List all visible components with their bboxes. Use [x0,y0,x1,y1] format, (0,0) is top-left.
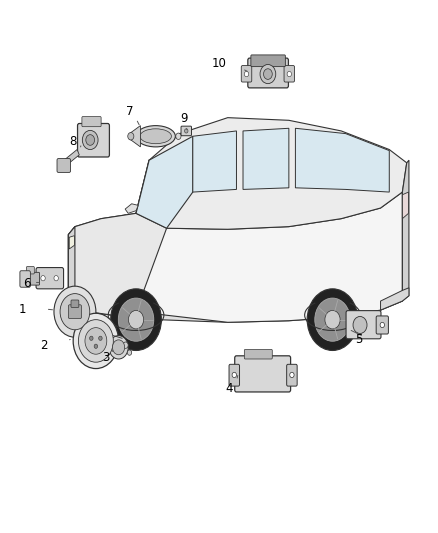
FancyBboxPatch shape [57,159,71,172]
Polygon shape [193,131,237,192]
Circle shape [176,133,181,140]
Circle shape [264,69,272,79]
FancyBboxPatch shape [181,126,191,136]
Circle shape [380,322,385,328]
Circle shape [287,71,291,77]
Circle shape [54,276,58,281]
Polygon shape [68,296,88,313]
Circle shape [184,129,188,133]
Text: 5: 5 [355,333,362,346]
FancyBboxPatch shape [244,350,272,359]
Polygon shape [68,213,136,316]
Polygon shape [68,227,75,304]
Polygon shape [136,136,193,228]
Circle shape [60,294,90,330]
Circle shape [78,320,113,362]
FancyBboxPatch shape [82,117,101,127]
Polygon shape [68,290,403,322]
Circle shape [85,328,107,354]
Circle shape [109,336,128,359]
Text: 9: 9 [180,112,188,125]
FancyBboxPatch shape [284,66,294,82]
FancyBboxPatch shape [26,266,34,274]
Circle shape [307,289,358,351]
Text: 10: 10 [212,57,226,70]
Circle shape [353,317,367,334]
Polygon shape [136,192,403,322]
Text: 8: 8 [69,134,76,148]
Circle shape [232,372,237,377]
Circle shape [86,135,95,146]
Circle shape [118,298,154,341]
Polygon shape [381,288,409,310]
FancyBboxPatch shape [251,55,286,67]
Circle shape [128,133,134,140]
FancyBboxPatch shape [68,305,81,319]
Circle shape [260,64,276,84]
Text: 3: 3 [102,351,110,365]
Circle shape [244,71,249,77]
Polygon shape [125,204,138,213]
Circle shape [127,350,132,356]
FancyBboxPatch shape [248,58,288,88]
FancyBboxPatch shape [29,272,39,285]
Text: 1: 1 [19,303,26,316]
FancyBboxPatch shape [20,271,30,287]
Circle shape [290,372,294,377]
Circle shape [41,276,45,281]
Circle shape [90,336,93,341]
Circle shape [73,313,119,368]
Circle shape [123,342,128,349]
FancyBboxPatch shape [71,300,79,308]
FancyBboxPatch shape [36,268,64,289]
FancyBboxPatch shape [287,365,297,386]
Polygon shape [295,128,389,192]
Polygon shape [68,213,166,316]
FancyBboxPatch shape [241,66,252,82]
Ellipse shape [136,126,175,147]
Text: 4: 4 [226,382,233,395]
Ellipse shape [140,129,171,144]
Text: 2: 2 [41,338,48,352]
Text: 7: 7 [126,105,134,118]
Circle shape [111,289,161,351]
Polygon shape [136,118,407,229]
Circle shape [54,286,96,337]
Circle shape [113,340,125,355]
Polygon shape [403,160,409,301]
Text: 6: 6 [23,277,31,290]
FancyBboxPatch shape [235,356,290,392]
Polygon shape [403,192,409,219]
Polygon shape [64,150,79,165]
Circle shape [82,131,98,150]
FancyBboxPatch shape [78,124,110,157]
Circle shape [94,344,98,349]
Circle shape [128,310,144,329]
FancyBboxPatch shape [376,316,389,334]
Circle shape [315,298,350,341]
Circle shape [99,336,102,341]
FancyBboxPatch shape [346,311,381,339]
Polygon shape [243,128,289,189]
FancyBboxPatch shape [229,365,240,386]
Polygon shape [69,236,74,249]
Polygon shape [130,126,141,147]
Circle shape [325,310,340,329]
